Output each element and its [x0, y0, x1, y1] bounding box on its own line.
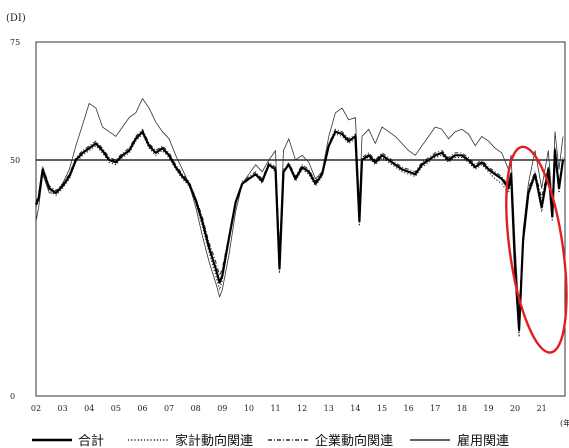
x-tick-label: 09 [217, 404, 227, 413]
legend-label: 家計動向関連 [175, 433, 253, 448]
y-axis: 0 50 75 [10, 38, 20, 401]
y-tick-label: 50 [10, 156, 20, 165]
highlight-ellipse [505, 145, 568, 354]
x-tick-label: 21 [537, 404, 547, 413]
y-unit-label: (DI) [6, 13, 26, 24]
legend-label: 合計 [78, 433, 104, 448]
legend-label: 企業動向関連 [315, 433, 393, 448]
x-tick-label: 13 [324, 404, 334, 413]
x-tick-label: 20 [510, 404, 520, 413]
x-tick-label: 06 [137, 404, 147, 413]
x-tick-label: 19 [483, 404, 493, 413]
x-tick-label: 16 [404, 404, 414, 413]
x-tick-label: 04 [84, 404, 94, 413]
x-tick-label: 03 [58, 404, 68, 413]
x-tick-label: 02 [31, 404, 41, 413]
legend: 合計 家計動向関連 企業動向関連 雇用関連 [32, 433, 509, 448]
series-line-3 [35, 98, 564, 317]
x-tick-label: 11 [270, 404, 280, 413]
legend-label: 雇用関連 [457, 433, 509, 448]
x-tick-label: 07 [164, 404, 174, 413]
series-line-0 [34, 130, 565, 331]
y-tick-label: 75 [10, 38, 20, 47]
x-unit-label: (年 [560, 418, 569, 428]
x-tick-label: 12 [297, 404, 307, 413]
x-tick-label: 15 [377, 404, 387, 413]
series-line-1 [35, 133, 564, 338]
x-tick-label: 14 [350, 404, 360, 413]
plot-frame [35, 41, 566, 397]
series-group [34, 98, 565, 338]
x-tick-label: 08 [191, 404, 201, 413]
x-tick-label: 17 [430, 404, 440, 413]
x-axis: 02 03 04 05 06 07 08 09 10 11 12 13 14 15 16 17 18 19 20 21 [31, 404, 547, 413]
x-tick-label: 18 [457, 404, 467, 413]
x-tick-label: 10 [244, 404, 254, 413]
series-line-2 [35, 128, 564, 317]
y-tick-label: 0 [10, 392, 15, 401]
x-tick-label: 05 [111, 404, 121, 413]
